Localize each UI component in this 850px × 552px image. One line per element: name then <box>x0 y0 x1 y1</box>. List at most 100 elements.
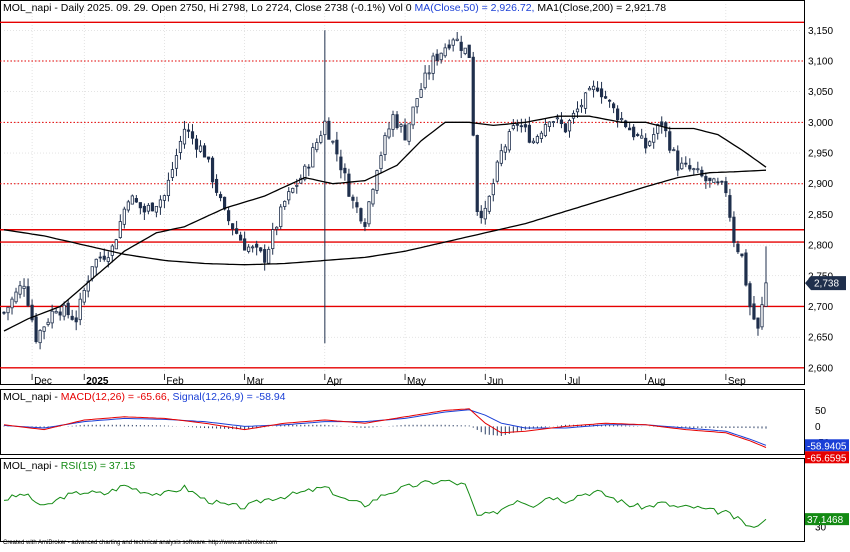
candle-body <box>728 195 732 218</box>
candle-body <box>483 207 487 220</box>
candle-body <box>531 140 535 144</box>
candle-body <box>487 195 491 212</box>
candle-body <box>194 138 199 150</box>
candle-body <box>283 200 287 207</box>
rsi-header-rsi: RSI(15) = 37.15 <box>61 460 136 472</box>
candle-body <box>443 47 447 57</box>
candle-body <box>696 168 700 171</box>
signal-value-label: -58.9405 <box>807 441 847 452</box>
candle-body <box>503 146 507 153</box>
candle-body <box>255 243 259 248</box>
candle-body <box>708 177 712 181</box>
candle-body <box>736 243 740 253</box>
candle-body <box>479 210 483 219</box>
date-tick-label: Feb <box>166 376 184 387</box>
candle-body <box>86 280 90 292</box>
price-header-ma50: MA(Close,50) = 2,926.72, <box>415 2 535 14</box>
candle-body <box>210 157 215 183</box>
candle-body <box>138 202 142 209</box>
grid-layer <box>4 4 800 380</box>
candle-body <box>311 147 315 168</box>
candle-body <box>126 201 130 211</box>
price-tick-label: 2,800 <box>808 241 833 252</box>
candle-body <box>475 135 479 213</box>
candle-body <box>535 136 539 144</box>
candle-body <box>656 124 660 134</box>
candle-body <box>559 119 564 125</box>
candle-body <box>688 165 692 170</box>
candle-body <box>495 161 499 182</box>
candle-body <box>511 125 515 130</box>
macd-header-signal: Signal(12,26,9) = -58.94 <box>173 391 286 403</box>
candle-body <box>692 168 696 171</box>
candle-body <box>10 298 14 309</box>
candle-body <box>591 85 596 91</box>
candle-body <box>295 184 299 187</box>
candle-body <box>507 131 511 151</box>
candle-body <box>243 238 247 251</box>
candle-body <box>363 222 367 227</box>
candle-body <box>263 249 267 263</box>
candle-body <box>150 202 154 212</box>
candle-body <box>652 134 656 143</box>
date-tick-label: Dec <box>34 376 52 387</box>
signal-value-box <box>805 439 849 452</box>
candle-body <box>70 315 74 320</box>
candle-body <box>239 234 243 241</box>
candle-body <box>676 150 680 171</box>
candle-body <box>303 165 307 180</box>
candle-body <box>644 137 648 149</box>
candle-body <box>583 92 588 109</box>
candlestick-series <box>2 30 768 350</box>
price-panel-frame <box>0 0 805 385</box>
last-close-label: 2,738 <box>814 279 839 290</box>
candle-body <box>547 121 552 127</box>
candle-body <box>170 169 175 178</box>
macd-header-prefix: MOL_napi - <box>3 391 58 403</box>
candle-body <box>331 140 335 143</box>
candle-body <box>612 103 616 109</box>
macd-header: MOL_napi - MACD(12,26) = -65.66, Signal(… <box>3 391 286 403</box>
candle-body <box>411 106 415 126</box>
date-tick-label: Aug <box>648 376 666 387</box>
candle-body <box>499 150 503 164</box>
candle-body <box>315 142 319 151</box>
candle-body <box>720 180 724 183</box>
ma200-line <box>3 169 767 266</box>
candle-body <box>575 108 580 113</box>
candle-body <box>399 124 403 127</box>
candle-body <box>756 317 760 329</box>
date-tick-label: Mar <box>247 376 265 387</box>
candle-body <box>58 311 62 316</box>
candle-body <box>190 131 195 139</box>
candle-body <box>716 181 720 184</box>
candle-body <box>587 87 592 91</box>
candle-body <box>247 246 251 252</box>
candle-body <box>174 155 179 169</box>
candle-body <box>628 127 632 131</box>
macd-signal-line <box>3 409 767 446</box>
candle-body <box>744 252 748 286</box>
candle-body <box>740 253 744 257</box>
macd-tick-label: 0 <box>815 422 821 433</box>
price-tick-label: 3,100 <box>808 56 833 67</box>
rsi-tick-label: 30 <box>815 523 827 534</box>
candle-body <box>202 145 207 158</box>
candle-body <box>50 310 54 324</box>
candle-body <box>271 229 275 250</box>
candle-body <box>251 246 255 249</box>
candle-body <box>543 124 548 137</box>
candle-body <box>455 38 459 41</box>
candle-body <box>327 120 331 140</box>
candle-body <box>539 132 544 139</box>
candle-body <box>26 286 30 306</box>
candle-body <box>648 141 652 146</box>
candle-body <box>299 177 303 184</box>
candle-body <box>339 156 343 171</box>
candle-body <box>567 120 572 132</box>
rsi-header-prefix: MOL_napi - <box>3 460 58 472</box>
candle-body <box>122 208 126 225</box>
candle-body <box>375 170 379 191</box>
moving-averages <box>3 115 767 332</box>
